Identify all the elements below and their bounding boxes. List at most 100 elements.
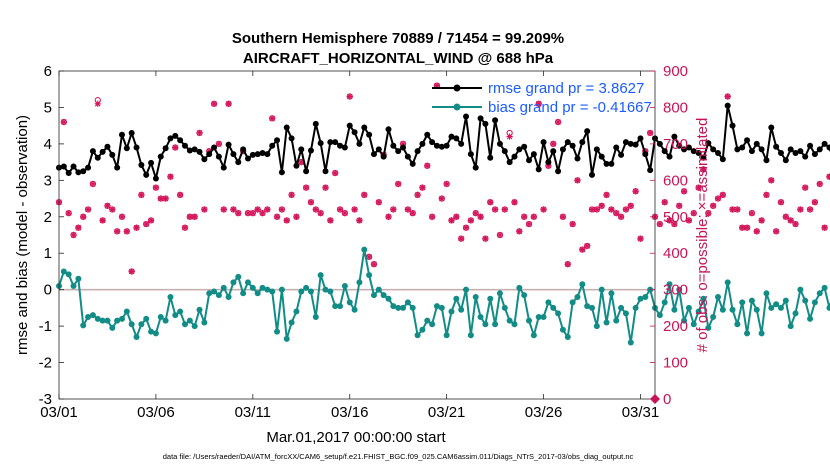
rmse-point (564, 139, 571, 146)
obs-assimilated-marker (821, 224, 828, 231)
obs-assimilated-point (821, 224, 828, 231)
rmse-point (114, 164, 121, 171)
obs-assimilated-marker (584, 242, 591, 250)
bias-point (496, 290, 503, 297)
obs-assimilated-point (327, 217, 334, 224)
bias-point (627, 339, 634, 346)
obs-assimilated-point (181, 224, 189, 231)
rmse-point (322, 168, 329, 175)
obs-assimilated-marker (293, 213, 300, 220)
obs-assimilated-marker (65, 210, 72, 217)
obs-assimilated-marker (428, 213, 436, 220)
obs-assimilated-marker (603, 191, 610, 199)
obs-assimilated-marker (710, 202, 717, 209)
bias-point (104, 317, 111, 324)
bias-point (463, 286, 470, 293)
data-file-footer: data file: /Users/raeder/DAI/ATM_forcXX/… (163, 452, 634, 461)
obs-assimilated-point (656, 220, 663, 228)
bias-point (303, 284, 310, 291)
bias-point (167, 293, 174, 300)
rmse-point (123, 145, 130, 152)
y-axis-label-left: rmse and bias (model - observation) (14, 115, 31, 355)
obs-assimilated-marker (235, 210, 242, 217)
obs-assimilated-marker (351, 206, 358, 213)
obs-assimilated-marker (278, 206, 286, 213)
bias-point (230, 279, 237, 286)
rmse-point (80, 168, 87, 175)
rmse-point (787, 146, 794, 153)
obs-assimilated-marker (75, 224, 82, 231)
rmse-point (404, 153, 411, 160)
bias-point (244, 279, 251, 286)
rmse-point (133, 144, 140, 151)
rmse-point (225, 141, 232, 148)
rmse-point (516, 146, 523, 153)
bias-point (337, 303, 344, 310)
obs-assimilated-marker (613, 210, 620, 217)
obs-assimilated-marker (661, 199, 668, 206)
obs-assimilated-marker (196, 129, 203, 137)
rmse-point (598, 153, 605, 160)
bias-point (734, 321, 741, 328)
bias-point (744, 330, 751, 337)
obs-assimilated-point (298, 158, 305, 166)
obs-assimilated-point (472, 210, 479, 217)
bias-point (148, 328, 155, 335)
bias-point (729, 306, 736, 313)
obs-assimilated-marker (777, 199, 785, 206)
bias-point (656, 312, 663, 319)
rmse-point (482, 120, 489, 127)
rmse-point (506, 159, 513, 166)
rmse-point (230, 151, 237, 158)
rmse-point (642, 151, 649, 158)
x-tick-label: 03/16 (331, 404, 369, 421)
obs-assimilated-marker (685, 217, 693, 224)
bias-point (70, 283, 77, 290)
bias-point (404, 299, 411, 306)
obs-assimilated-marker (361, 191, 368, 199)
bias-point (133, 334, 140, 341)
obs-assimilated-marker (385, 213, 392, 220)
obs-assimilated-marker (312, 206, 319, 213)
y-axis-label-right: # of obs: o=possible; ×=assimilated (694, 118, 711, 353)
bias-point (811, 299, 818, 306)
obs-assimilated-point (710, 202, 717, 209)
rmse-point (773, 143, 780, 150)
obs-assimilated-marker (773, 228, 780, 235)
obs-assimilated-point (312, 206, 319, 213)
y-tick-label-right: 200 (663, 318, 688, 335)
obs-assimilated-point (482, 235, 489, 242)
obs-assimilated-point (758, 217, 765, 224)
bias-point (235, 273, 242, 280)
rmse-point (637, 135, 644, 142)
obs-assimilated-point (554, 118, 562, 126)
rmse-point (215, 153, 222, 160)
rmse-point (307, 147, 314, 154)
rmse-point (429, 139, 436, 146)
obs-assimilated-point (84, 206, 92, 213)
bias-point (312, 314, 319, 320)
obs-assimilated-point (404, 206, 411, 213)
obs-assimilated-point (201, 206, 208, 213)
obs-assimilated-marker (559, 213, 567, 220)
rmse-point (729, 122, 736, 129)
obs-assimilated-point (467, 217, 474, 224)
bias-point (186, 317, 193, 324)
bias-point (351, 306, 358, 313)
bias-point (555, 310, 562, 317)
rmse-point (65, 170, 72, 177)
rmse-point (647, 167, 654, 174)
bias-point (637, 295, 644, 302)
legend-rmse-marker (453, 84, 461, 92)
obs-assimilated-point (622, 206, 630, 213)
obs-assimilated-marker (811, 199, 819, 206)
rmse-point (269, 142, 276, 149)
obs-assimilated-point (753, 228, 760, 235)
bias-point (492, 321, 499, 328)
obs-assimilated-point (162, 195, 169, 202)
bias-point (758, 330, 765, 337)
rmse-point (293, 162, 300, 169)
obs-assimilated-point (782, 213, 789, 220)
obs-assimilated-point (743, 224, 751, 231)
obs-assimilated-marker (448, 217, 455, 224)
